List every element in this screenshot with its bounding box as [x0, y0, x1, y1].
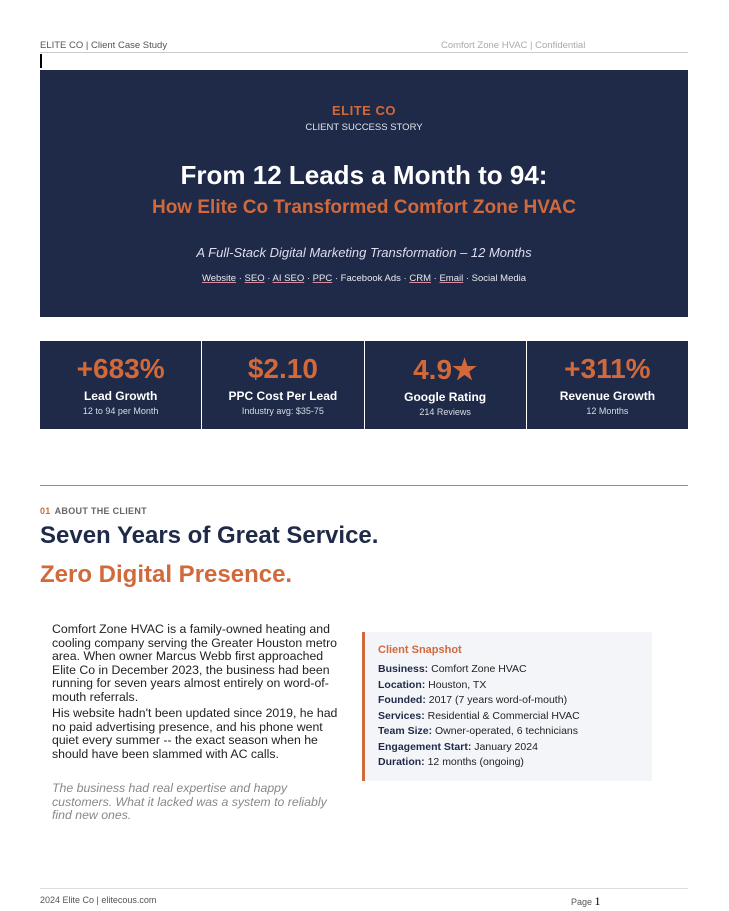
page-footer: 2024 Elite Co | elitecous.com Page 1 — [40, 888, 688, 908]
hero-brand: ELITE CO — [332, 103, 396, 118]
stat-value: 4.9★ — [413, 354, 478, 385]
section-heading: Seven Years of Great Service. — [40, 522, 379, 549]
stat-value: +311% — [564, 353, 651, 384]
services-list: Website · SEO · AI SEO · PPC · Facebook … — [201, 273, 527, 284]
row-key: Services: — [378, 709, 425, 722]
service: Social Media — [471, 273, 527, 284]
snapshot-row: Founded: 2017 (7 years word-of-mouth) — [378, 693, 652, 709]
client-snapshot: Client Snapshot Business: Comfort Zone H… — [362, 632, 652, 781]
stat-sub: Industry avg: $35-75 — [241, 406, 324, 416]
service: AI SEO — [272, 273, 305, 284]
body-text: Comfort Zone HVAC is a family-owned heat… — [52, 622, 344, 826]
row-value: Residential & Commercial HVAC — [427, 709, 580, 722]
stat-label: Google Rating — [404, 390, 487, 404]
stat-label: Lead Growth — [83, 389, 158, 403]
service: Facebook Ads — [340, 273, 401, 284]
snapshot-row: Services: Residential & Commercial HVAC — [378, 709, 652, 725]
section-divider — [40, 485, 688, 486]
row-value: Comfort Zone HVAC — [431, 663, 527, 675]
row-key: Location: — [378, 678, 426, 691]
hero-subtitle: CLIENT SUCCESS STORY — [305, 122, 423, 133]
snapshot-row: Business: Comfort Zone HVAC — [378, 662, 652, 678]
stats-row: +683% Lead Growth 12 to 94 per Month $2.10… — [40, 341, 688, 429]
paragraph: His website hadn't been updated since 20… — [52, 706, 338, 761]
pull-quote: The business had real expertise and happ… — [52, 781, 327, 822]
footer-left: 2024 Elite Co | elitecous.com — [40, 895, 157, 905]
hero-title: From 12 Leads a Month to 94: — [180, 160, 548, 190]
page-number: Page 1 — [571, 894, 601, 909]
stat-sub: 214 Reviews — [419, 407, 471, 417]
row-value: 12 months (ongoing) — [427, 756, 524, 768]
row-key: Duration: — [378, 756, 425, 768]
snapshot-row: Engagement Start: January 2024 — [378, 740, 652, 756]
service: SEO — [244, 273, 265, 284]
section-heading-accent: Zero Digital Presence. — [40, 561, 293, 588]
row-key: Business: — [378, 663, 429, 675]
stat-card: +683% Lead Growth 12 to 94 per Month — [40, 341, 202, 429]
row-value: January 2024 — [474, 740, 538, 753]
snapshot-row: Duration: 12 months (ongoing) — [378, 755, 652, 771]
stat-card: +311% Revenue Growth 12 Months — [526, 341, 688, 429]
stat-card: $2.10 PPC Cost Per Lead Industry avg: $35-… — [202, 341, 364, 429]
stat-sub: 12 Months — [586, 406, 629, 416]
stat-sub: 12 to 94 per Month — [82, 406, 159, 416]
page-value: 1 — [594, 894, 601, 908]
row-value: 2017 (7 years word-of-mouth) — [428, 694, 568, 706]
section-number: 01 — [40, 506, 51, 516]
hero-title-2: How Elite Co Transformed Comfort Zone HV… — [151, 197, 576, 218]
stat-label: PPC Cost Per Lead — [228, 389, 338, 403]
stat-card: 4.9★ Google Rating 214 Reviews — [364, 341, 526, 429]
row-key: Engagement Start: — [378, 740, 472, 753]
row-key: Founded: — [378, 694, 426, 706]
hero-banner: ELITE CO CLIENT SUCCESS STORY From 12 Le… — [40, 70, 688, 317]
section-label-text: ABOUT THE CLIENT — [54, 506, 147, 516]
service: Email — [439, 273, 464, 284]
stat-value: $2.10 — [247, 353, 318, 384]
service: PPC — [312, 273, 333, 284]
service: CRM — [409, 273, 431, 284]
section-label: 01 ABOUT THE CLIENT — [40, 506, 147, 516]
header-right: Comfort Zone HVAC | Confidential — [441, 40, 586, 51]
stat-label: Revenue Growth — [559, 389, 656, 403]
page-label: Page — [571, 897, 593, 907]
page-header: ELITE CO | Client Case Study Comfort Zon… — [40, 40, 688, 53]
snapshot-title: Client Snapshot — [378, 644, 462, 656]
row-value: Houston, TX — [428, 678, 487, 691]
row-key: Team Size: — [378, 725, 433, 737]
snapshot-row: Team Size: Owner-operated, 6 technicians — [378, 724, 652, 740]
text-cursor — [40, 54, 42, 68]
row-value: Owner-operated, 6 technicians — [435, 725, 578, 737]
paragraph: Comfort Zone HVAC is a family-owned heat… — [52, 622, 338, 704]
header-left: ELITE CO | Client Case Study — [40, 40, 168, 51]
stat-value: +683% — [76, 353, 165, 384]
hero-tagline: A Full-Stack Digital Marketing Transform… — [196, 245, 532, 260]
snapshot-row: Location: Houston, TX — [378, 678, 652, 694]
service: Website — [201, 273, 237, 284]
